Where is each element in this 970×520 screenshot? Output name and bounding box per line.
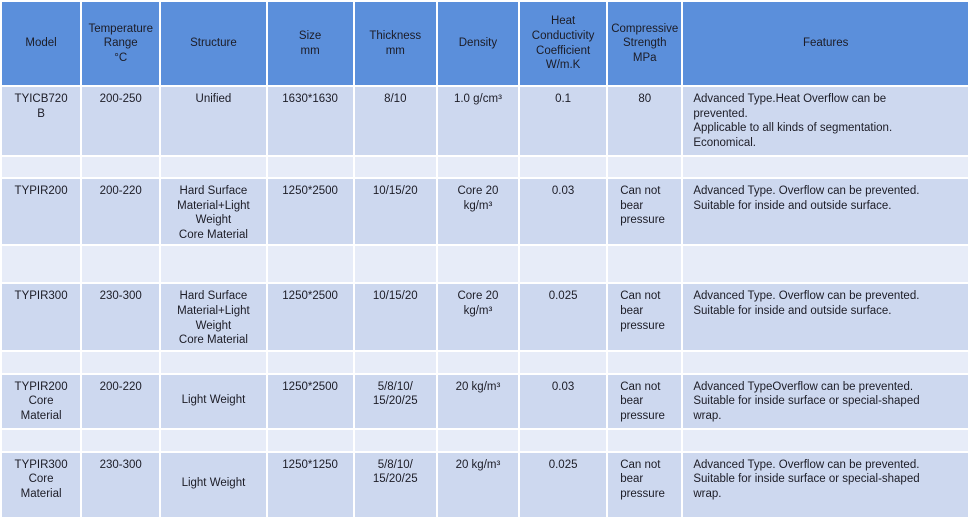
table-row: TYICB720 B 200-250 Unified 1630*1630 8/1… — [2, 87, 968, 155]
cell-thickness: 8/10 — [354, 87, 436, 155]
col-header-temperature-range: Temperature Range °C — [82, 2, 160, 85]
cell-model: TYPIR200 — [2, 179, 81, 245]
col-header-thickness: Thickness mm — [354, 2, 436, 85]
cell-structure: Light Weight — [161, 374, 266, 428]
cell-model: TYICB720 B — [2, 87, 81, 155]
cell-structure: Hard Surface Material+Light Weight Core … — [161, 284, 266, 350]
cell-compressive-strength: Can not bear pressure — [608, 284, 682, 350]
cell-temperature-range: 230-300 — [82, 452, 160, 517]
cell-model: TYPIR300 — [2, 284, 81, 350]
table-row: TYPIR300 230-300 Hard Surface Material+L… — [2, 284, 968, 350]
col-header-heat-conductivity: Heat Conductivity Coefficient W/m.K — [520, 2, 607, 85]
col-header-features: Features — [683, 2, 968, 85]
spacer-row — [2, 157, 968, 177]
cell-size: 1250*1250 — [267, 452, 353, 517]
cell-density: 20 kg/m³ — [437, 374, 519, 428]
table-row: TYPIR200 200-220 Hard Surface Material+L… — [2, 179, 968, 245]
cell-heat-conductivity: 0.1 — [520, 87, 607, 155]
cell-temperature-range: 200-220 — [82, 374, 160, 428]
cell-features: Advanced TypeOverflow can be prevented. … — [683, 374, 968, 428]
col-header-compressive-strength: Compressive Strength MPa — [608, 2, 682, 85]
cell-features: Advanced Type. Overflow can be prevented… — [683, 284, 968, 350]
cell-heat-conductivity: 0.025 — [520, 452, 607, 517]
header-row: Model Temperature Range °C Structure Siz… — [2, 2, 968, 85]
table-row: TYPIR300 Core Material 230-300 Light Wei… — [2, 452, 968, 517]
cell-features: Advanced Type.Heat Overflow can be preve… — [683, 87, 968, 155]
table-row: TYPIR200 Core Material 200-220 Light Wei… — [2, 374, 968, 428]
cell-density: Core 20 kg/m³ — [437, 284, 519, 350]
spacer-row — [2, 351, 968, 373]
cell-heat-conductivity: 0.03 — [520, 179, 607, 245]
cell-thickness: 10/15/20 — [354, 179, 436, 245]
cell-structure: Unified — [161, 87, 266, 155]
cell-heat-conductivity: 0.025 — [520, 284, 607, 350]
col-header-structure: Structure — [161, 2, 266, 85]
spacer-row — [2, 246, 968, 283]
cell-features: Advanced Type. Overflow can be prevented… — [683, 452, 968, 517]
cell-compressive-strength: Can not bear pressure — [608, 179, 682, 245]
cell-heat-conductivity: 0.03 — [520, 374, 607, 428]
cell-size: 1250*2500 — [267, 374, 353, 428]
cell-structure: Hard Surface Material+Light Weight Core … — [161, 179, 266, 245]
cell-features: Advanced Type. Overflow can be prevented… — [683, 179, 968, 245]
cell-structure: Light Weight — [161, 452, 266, 517]
cell-model: TYPIR200 Core Material — [2, 374, 81, 428]
cell-density: 1.0 g/cm³ — [437, 87, 519, 155]
cell-density: Core 20 kg/m³ — [437, 179, 519, 245]
cell-thickness: 5/8/10/ 15/20/25 — [354, 452, 436, 517]
spacer-row — [2, 429, 968, 451]
cell-size: 1250*2500 — [267, 179, 353, 245]
col-header-model: Model — [2, 2, 81, 85]
cell-size: 1630*1630 — [267, 87, 353, 155]
cell-temperature-range: 200-250 — [82, 87, 160, 155]
cell-size: 1250*2500 — [267, 284, 353, 350]
cell-thickness: 10/15/20 — [354, 284, 436, 350]
cell-thickness: 5/8/10/ 15/20/25 — [354, 374, 436, 428]
cell-compressive-strength: 80 — [608, 87, 682, 155]
col-header-size: Size mm — [267, 2, 353, 85]
cell-density: 20 kg/m³ — [437, 452, 519, 517]
cell-model: TYPIR300 Core Material — [2, 452, 81, 517]
cell-compressive-strength: Can not bear pressure — [608, 452, 682, 517]
col-header-density: Density — [437, 2, 519, 85]
cell-compressive-strength: Can not bear pressure — [608, 374, 682, 428]
cell-temperature-range: 200-220 — [82, 179, 160, 245]
cell-temperature-range: 230-300 — [82, 284, 160, 350]
